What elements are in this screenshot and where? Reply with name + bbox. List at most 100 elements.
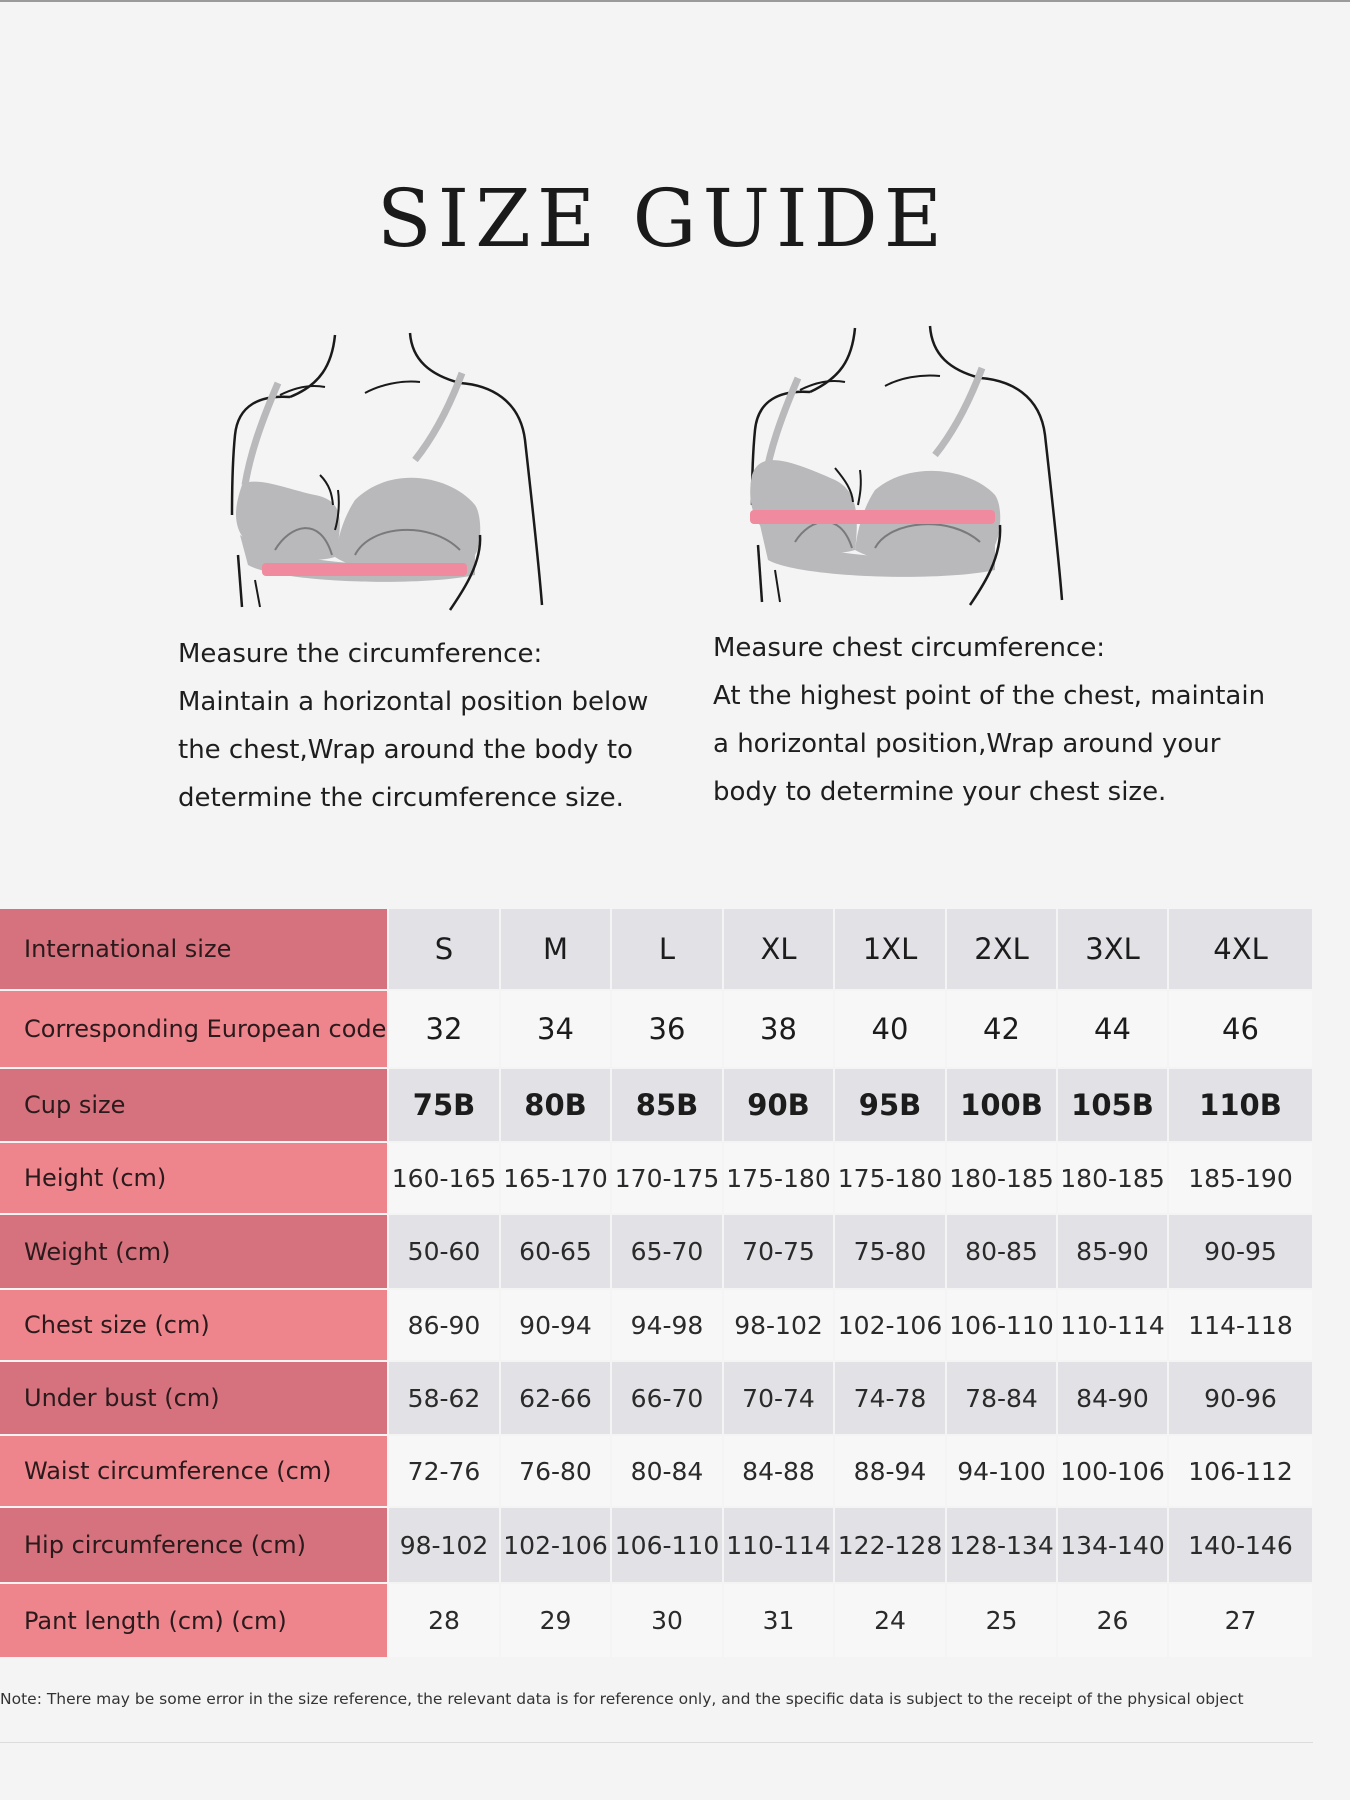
table-cell: 60-65 (499, 1213, 612, 1290)
table-cell: M (499, 907, 612, 991)
table-cell: 110-114 (722, 1506, 835, 1584)
table-cell: 32 (387, 989, 501, 1069)
table-cell: 185-190 (1167, 1141, 1314, 1215)
table-cell: 128-134 (945, 1506, 1058, 1584)
table-cell: 75-80 (833, 1213, 947, 1290)
instruction-line: body to determine your chest size. (713, 777, 1167, 807)
table-row: Pant length (cm) (cm) 28 29 30 31 24 25 26 27 (0, 1582, 1314, 1659)
table-cell: 75B (387, 1067, 501, 1143)
table-cell: 110B (1167, 1067, 1314, 1143)
chest-instructions: Measure chest circumference: At the high… (713, 624, 1265, 816)
table-cell: 165-170 (499, 1141, 612, 1215)
table-cell: 100-106 (1056, 1434, 1169, 1508)
row-label: Under bust (cm) (0, 1360, 389, 1436)
table-cell: 114-118 (1167, 1288, 1314, 1362)
table-cell: 98-102 (722, 1288, 835, 1362)
table-cell: 175-180 (833, 1141, 947, 1215)
table-cell: 106-112 (1167, 1434, 1314, 1508)
table-cell: 74-78 (833, 1360, 947, 1436)
table-cell: 84-90 (1056, 1360, 1169, 1436)
table-cell: 78-84 (945, 1360, 1058, 1436)
instruction-line: the chest,Wrap around the body to (178, 735, 633, 765)
table-cell: 85-90 (1056, 1213, 1169, 1290)
table-cell: 100B (945, 1067, 1058, 1143)
chest-illustration (740, 320, 1080, 610)
table-cell: 65-70 (610, 1213, 724, 1290)
table-cell: 80-85 (945, 1213, 1058, 1290)
table-cell: 38 (722, 989, 835, 1069)
table-cell: 46 (1167, 989, 1314, 1069)
table-row: Height (cm) 160-165 165-170 170-175 175-180 1… (0, 1141, 1314, 1215)
table-cell: 3XL (1056, 907, 1169, 991)
table-cell: 95B (833, 1067, 947, 1143)
table-cell: 29 (499, 1582, 612, 1659)
table-cell: 102-106 (833, 1288, 947, 1362)
table-cell: 42 (945, 989, 1058, 1069)
table-cell: 36 (610, 989, 724, 1069)
table-cell: 50-60 (387, 1213, 501, 1290)
table-row: International size S M L XL 1XL 2XL 3XL 4XL (0, 907, 1314, 991)
table-cell: 26 (1056, 1582, 1169, 1659)
table-row: Corresponding European code 32 34 36 38 40 42 4… (0, 989, 1314, 1069)
table-cell: 170-175 (610, 1141, 724, 1215)
table-cell: 1XL (833, 907, 947, 991)
size-note: Note: There may be some error in the siz… (0, 1690, 1244, 1708)
row-label: Pant length (cm) (cm) (0, 1582, 389, 1659)
table-cell: 110-114 (1056, 1288, 1169, 1362)
table-cell: 106-110 (610, 1506, 724, 1584)
row-label: International size (0, 907, 389, 991)
instruction-line: a horizontal position,Wrap around your (713, 729, 1221, 759)
table-cell: 72-76 (387, 1434, 501, 1508)
row-label: Hip circumference (cm) (0, 1506, 389, 1584)
table-cell: 180-185 (945, 1141, 1058, 1215)
table-cell: 27 (1167, 1582, 1314, 1659)
table-cell: 70-74 (722, 1360, 835, 1436)
table-cell: 105B (1056, 1067, 1169, 1143)
row-label: Chest size (cm) (0, 1288, 389, 1362)
page-title: SIZE GUIDE (376, 171, 949, 265)
table-row: Chest size (cm) 86-90 90-94 94-98 98-102 102-… (0, 1288, 1314, 1362)
table-cell: 28 (387, 1582, 501, 1659)
table-cell: 2XL (945, 907, 1058, 991)
table-cell: 90-95 (1167, 1213, 1314, 1290)
table-cell: 90B (722, 1067, 835, 1143)
row-label: Height (cm) (0, 1141, 389, 1215)
table-cell: 160-165 (387, 1141, 501, 1215)
table-cell: 106-110 (945, 1288, 1058, 1362)
table-cell: 94-98 (610, 1288, 724, 1362)
table-cell: 40 (833, 989, 947, 1069)
table-cell: 66-70 (610, 1360, 724, 1436)
table-row: Cup size 75B 80B 85B 90B 95B 100B 105B 110B (0, 1067, 1314, 1143)
table-cell: 70-75 (722, 1213, 835, 1290)
table-cell: 31 (722, 1582, 835, 1659)
instruction-line: Measure chest circumference: (713, 633, 1106, 663)
table-cell: 90-94 (499, 1288, 612, 1362)
bottom-divider (0, 1742, 1313, 1743)
table-row: Under bust (cm) 58-62 62-66 66-70 70-74 74-78… (0, 1360, 1314, 1436)
bra-underbust-measure-icon (230, 332, 544, 611)
table-cell: 44 (1056, 989, 1169, 1069)
instruction-line: determine the circumference size. (178, 783, 624, 813)
table-cell: 34 (499, 989, 612, 1069)
table-cell: 140-146 (1167, 1506, 1314, 1584)
row-label: Corresponding European code (0, 989, 389, 1069)
table-row: Weight (cm) 50-60 60-65 65-70 70-75 75-80 80-8… (0, 1213, 1314, 1290)
row-label: Cup size (0, 1067, 389, 1143)
underbust-instructions: Measure the circumference: Maintain a ho… (178, 630, 648, 822)
table-cell: 58-62 (387, 1360, 501, 1436)
table-cell: 94-100 (945, 1434, 1058, 1508)
row-label: Weight (cm) (0, 1213, 389, 1290)
table-cell: 4XL (1167, 907, 1314, 991)
table-cell: XL (722, 907, 835, 991)
table-cell: 86-90 (387, 1288, 501, 1362)
table-cell: 88-94 (833, 1434, 947, 1508)
table-cell: 90-96 (1167, 1360, 1314, 1436)
table-cell: 102-106 (499, 1506, 612, 1584)
instruction-line: At the highest point of the chest, maint… (713, 681, 1266, 711)
top-border (0, 0, 1350, 2)
bra-chest-measure-icon (750, 325, 1064, 606)
table-cell: 76-80 (499, 1434, 612, 1508)
table-cell: 80-84 (610, 1434, 724, 1508)
table-cell: 134-140 (1056, 1506, 1169, 1584)
size-table: International size S M L XL 1XL 2XL 3XL 4XL Corre… (0, 907, 1314, 1659)
